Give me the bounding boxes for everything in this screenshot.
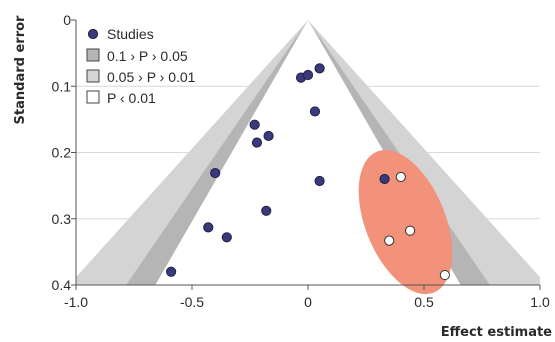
x-tick-label: 0 [304,294,312,310]
study-point [251,137,263,148]
legend: Studies 0.1 › P › 0.05 0.05 › P › 0.01 P… [86,26,196,106]
x-axis-title: Effect estimate [441,325,552,340]
study-point [379,173,390,185]
study-point [314,63,325,74]
study-point [439,269,450,281]
study-point [249,119,260,130]
x-tick-label: -1.0 [64,294,88,310]
study-point [263,130,274,142]
data-points [166,63,450,281]
x-tick-label: -0.5 [180,294,204,310]
study-point [384,235,395,246]
y-tick-label: 0.1 [52,78,72,94]
highlight-ellipse [358,150,453,295]
y-tick-label: 0.3 [52,211,72,227]
study-point [203,222,214,233]
x-tick-label: 0.5 [414,294,434,310]
legend-swatch-1 [86,69,100,83]
study-point [221,232,232,243]
study-point [404,225,416,236]
legend-swatch-0 [86,48,100,62]
study-point [309,106,321,117]
y-axis-title: Standard error [13,15,28,124]
study-point [395,171,406,183]
axes: 0 0.1 0.2 0.3 0.4-1.0 -0.5 0 0.5 1.0 [52,12,550,310]
study-point [261,205,272,216]
study-point [210,167,221,179]
y-tick-label: 0.4 [52,277,72,293]
legend-label-studies: Studies [107,26,154,42]
asymmetry-highlight [358,150,453,295]
legend-label-p-0-01: P ‹ 0.01 [107,90,156,106]
y-tick-label: 0 [63,12,71,28]
study-point [314,175,325,187]
legend-label-p-0-1: 0.1 › P › 0.05 [107,48,188,64]
y-tick-label: 0.2 [52,145,72,161]
study-point [302,69,314,81]
legend-label-p-0-05: 0.05 › P › 0.01 [107,69,196,85]
x-tick-label: 1.0 [530,294,550,310]
study-point [166,266,177,277]
legend-swatch-2 [86,90,100,104]
legend-marker-studies [87,28,99,40]
